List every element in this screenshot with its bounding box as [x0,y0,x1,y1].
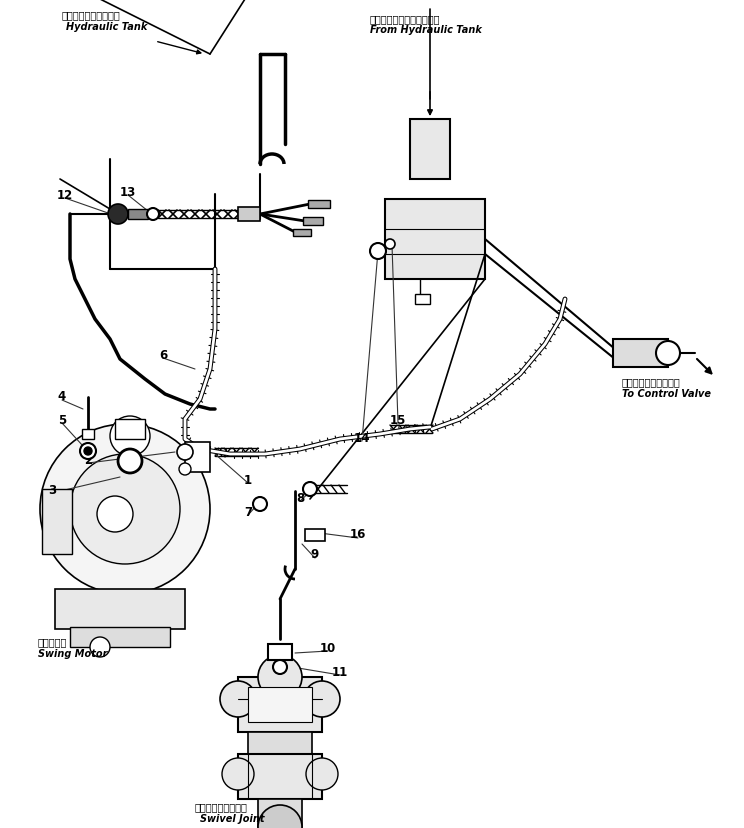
Bar [410,120,450,180]
Bar [303,218,323,226]
Circle shape [304,681,340,717]
Bar [305,529,325,542]
Text: スイベルジョイント: スイベルジョイント [195,801,248,811]
Circle shape [90,638,110,657]
Text: 16: 16 [350,528,366,541]
Text: 5: 5 [58,413,66,426]
Circle shape [80,444,96,460]
Text: 1: 1 [244,473,252,486]
Circle shape [97,497,133,532]
Bar [308,200,330,209]
Circle shape [40,425,210,595]
Circle shape [370,243,386,260]
Circle shape [70,455,180,565]
Text: 15: 15 [390,413,406,426]
Circle shape [306,758,338,790]
Circle shape [253,498,267,512]
Text: ハイドロリックタンク: ハイドロリックタンク [62,10,121,20]
Circle shape [84,447,92,455]
Text: 4: 4 [58,390,66,403]
Circle shape [220,681,256,717]
Bar [55,590,185,629]
Circle shape [273,660,287,674]
Text: 6: 6 [159,348,167,361]
Text: 2: 2 [84,453,92,466]
Bar [613,339,668,368]
Text: 3: 3 [48,483,56,496]
Circle shape [108,205,128,224]
Circle shape [222,758,254,790]
Circle shape [258,655,302,699]
Circle shape [110,416,150,456]
Bar [42,489,72,554]
Bar [258,799,302,827]
Bar [268,644,292,660]
Circle shape [258,805,302,828]
Text: 12: 12 [57,188,73,201]
Text: From Hydraulic Tank: From Hydraulic Tank [370,25,482,35]
Bar [238,677,322,732]
Text: 7: 7 [244,505,252,518]
Text: To Control Valve: To Control Valve [622,388,711,398]
Circle shape [385,240,395,250]
Bar [70,628,170,647]
Circle shape [303,483,317,497]
Text: コントロールバルブへ: コントロールバルブへ [622,377,681,387]
Bar [128,209,148,219]
Circle shape [147,209,159,221]
Circle shape [177,445,193,460]
Bar [293,229,311,237]
Text: 14: 14 [354,431,371,444]
Text: 11: 11 [332,665,348,677]
Text: 10: 10 [320,641,336,654]
Bar [115,420,145,440]
Circle shape [179,464,191,475]
Bar [248,687,312,722]
Text: 9: 9 [311,548,319,561]
Circle shape [118,450,142,474]
Bar [248,732,312,754]
Text: 旋回モータ: 旋回モータ [38,636,68,646]
Bar [185,442,210,473]
Text: ハイドロリックタンクから: ハイドロリックタンクから [370,14,440,24]
Bar [238,208,260,222]
Text: 13: 13 [120,185,136,198]
Text: Hydraulic Tank: Hydraulic Tank [66,22,147,32]
Bar [415,295,430,305]
Bar [82,430,94,440]
Bar [238,754,322,799]
Text: 8: 8 [296,491,304,504]
Bar [385,200,485,280]
Circle shape [656,342,680,365]
Text: Swivel Joint: Swivel Joint [200,813,265,823]
Text: Swing Motor: Swing Motor [38,648,107,658]
